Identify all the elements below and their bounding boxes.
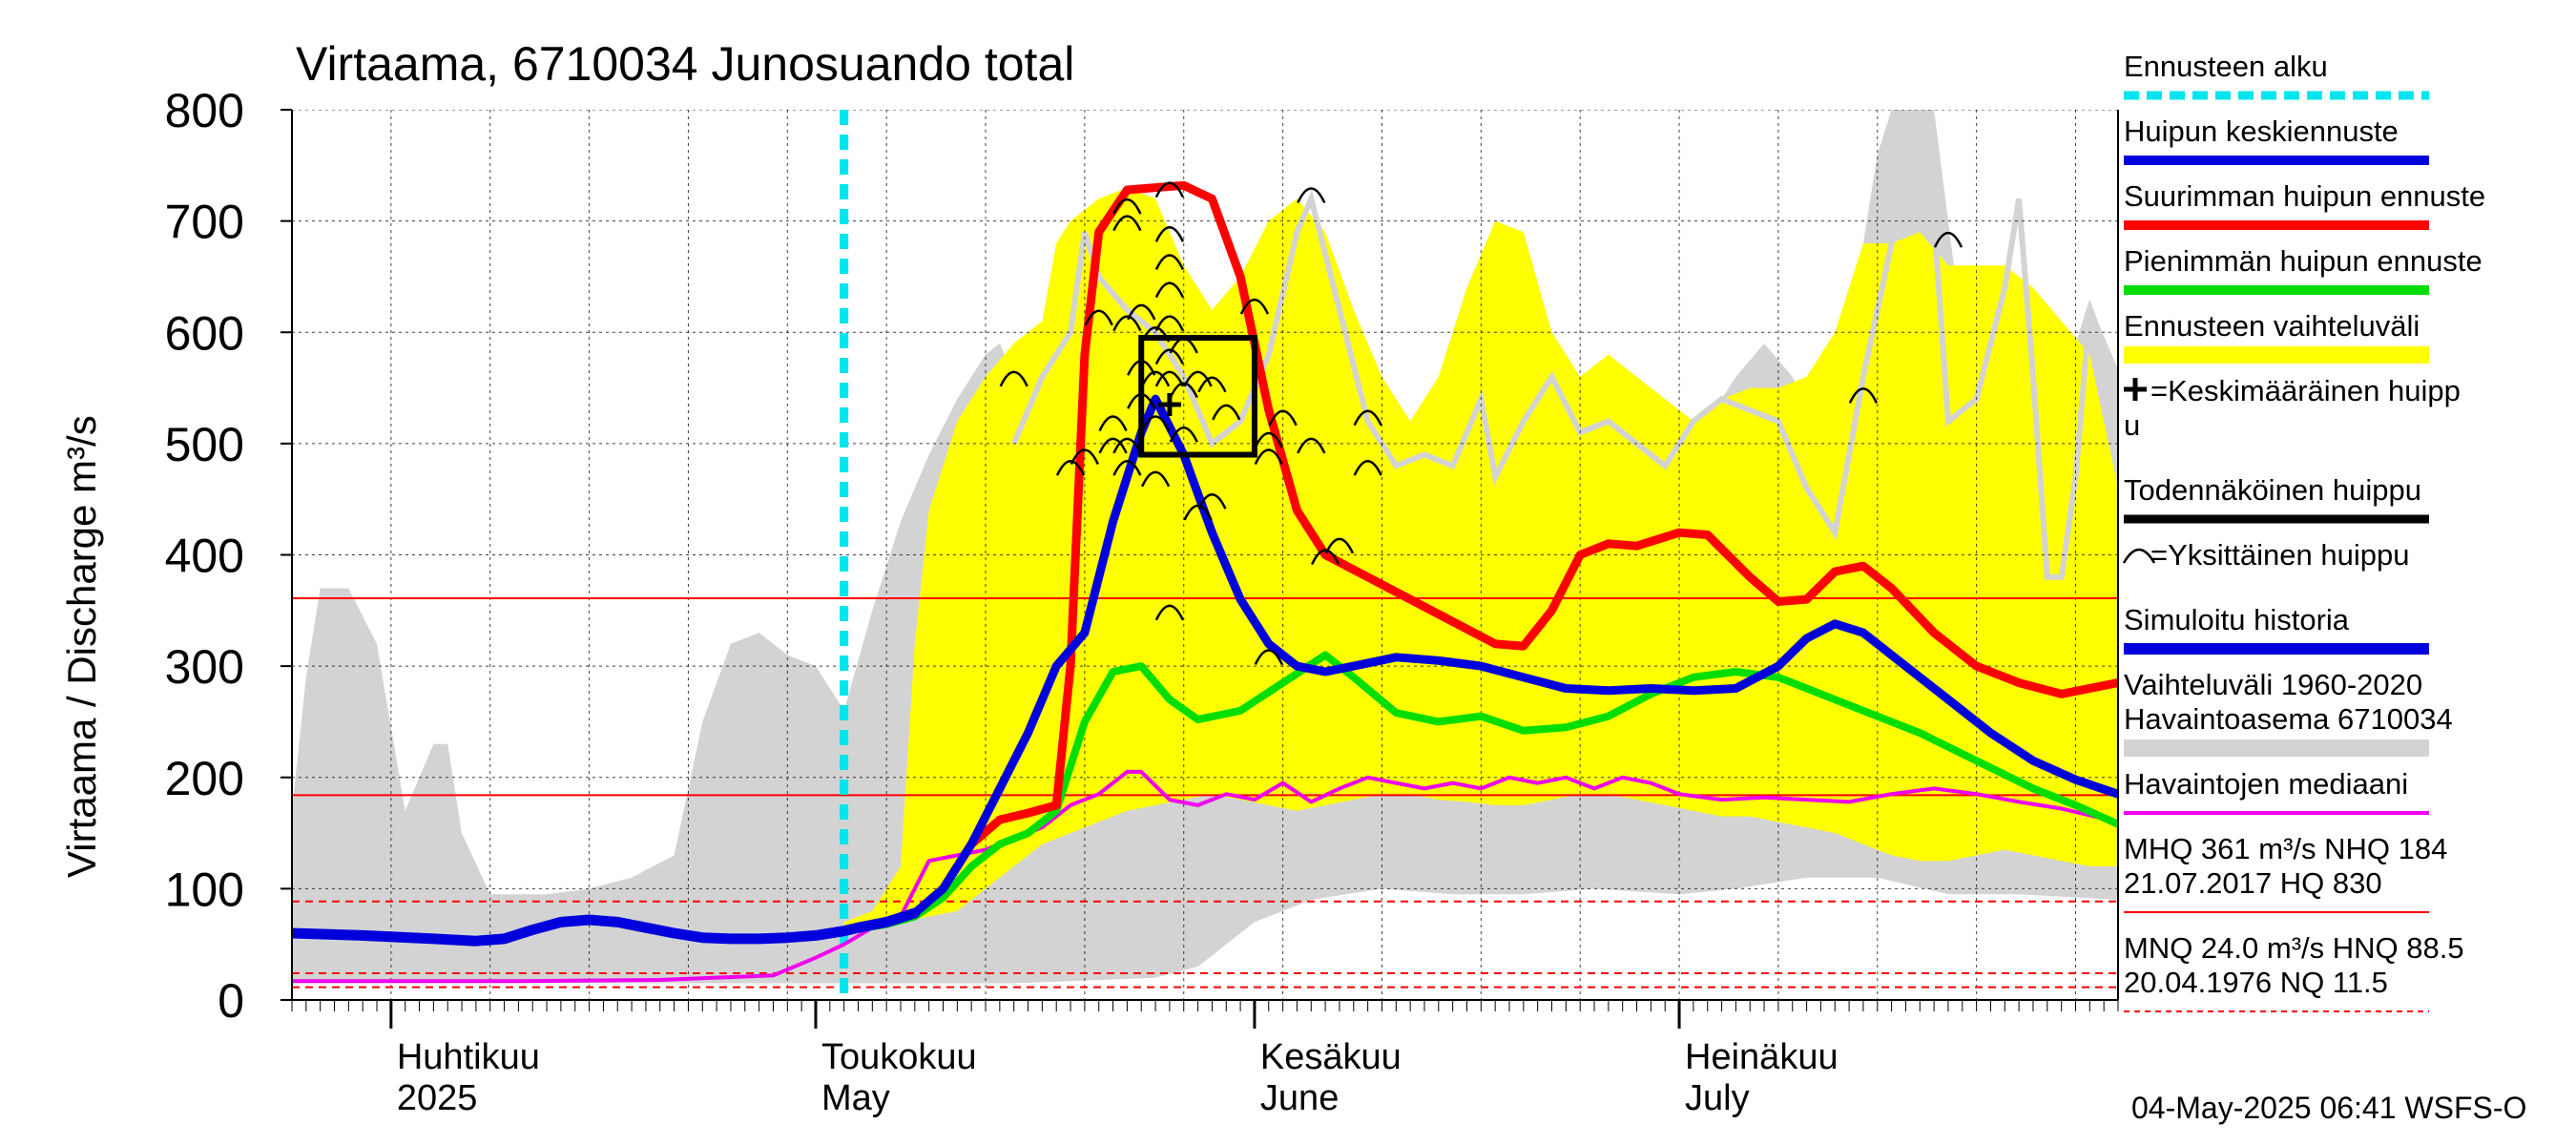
legend-item-mean-label: Huipun keskiennuste [2124,114,2399,148]
y-tick-label: 400 [165,530,244,583]
individual-peak-marker [1848,387,1879,404]
individual-peak-marker [1297,437,1326,454]
legend-item-mnq-label: 20.04.1976 NQ 11.5 [2124,966,2388,999]
individual-peak-marker [1169,427,1198,443]
individual-peak-marker [1140,470,1171,488]
individual-peak-marker [1353,409,1382,427]
individual-peak-marker [1112,459,1142,476]
historic-max-line [1010,120,2118,580]
mean-peak-marker [1157,393,1181,417]
series-line-mean [910,394,2118,918]
legend-item-range-label: Ennusteen vaihteluväli [2124,309,2420,343]
series-line-min [840,651,2118,935]
series-line-sim [292,907,921,947]
y-tick-label: 600 [165,306,244,360]
individual-peak-marker [1154,181,1185,198]
legend-item-min-label: Pienimmän huipun ennuste [2124,244,2483,278]
individual-peak-marker [1268,409,1298,427]
individual-peak-marker [1353,459,1382,476]
y-tick-label: 200 [165,752,244,805]
legend-item-mean_peak-label: =Keskimääräinen huipp [2150,374,2461,407]
individual-peak-marker [1154,226,1185,242]
individual-peak-marker [1154,604,1185,621]
y-tick-label: 500 [165,418,244,471]
legend-item-single_peak-label: =Yksittäinen huippu [2150,538,2409,572]
individual-peak-marker [1154,254,1185,270]
x-month-label: Heinäkuu [1685,1037,1839,1077]
probable-peak-box [1138,335,1257,458]
individual-peak-marker [1212,404,1241,421]
legend-item-sim-label: Simuloitu historia [2124,603,2350,636]
individual-peak-marker [1112,215,1142,232]
individual-peak-marker [1084,309,1113,326]
x-month-sublabel: July [1685,1078,1750,1118]
chart-title: Virtaama, 6710034 Junosuando total [296,37,1074,91]
legend-item-historic-label: Vaihteluväli 1960-2020 [2124,668,2422,701]
legend-item-median-label: Havaintojen mediaani [2124,767,2408,801]
y-tick-label: 800 [165,84,244,137]
series-line-max [910,180,2118,918]
individual-peak-marker [999,370,1028,387]
x-month-label: Huhtikuu [397,1037,540,1077]
individual-peak-marker [1933,231,1963,248]
legend-item-forecast_start-label: Ennusteen alku [2124,50,2328,83]
y-axis-label: Virtaama / Discharge m³/s [59,415,104,878]
y-tick-label: 700 [165,196,244,249]
individual-peak-marker [1254,448,1283,466]
individual-peak-marker [1154,348,1185,365]
individual-peak-marker [1254,649,1283,665]
individual-peak-marker [1140,415,1171,432]
x-month-sublabel: 2025 [397,1078,478,1118]
timestamp-label: 04-May-2025 06:41 WSFS-O [2131,1091,2526,1125]
x-month-label: Kesäkuu [1260,1037,1402,1077]
individual-peak-marker [1140,370,1171,387]
individual-peak-marker [1098,437,1128,454]
individual-peak-marker [1154,315,1185,332]
individual-peak-marker [1297,187,1326,203]
individual-peak-marker [1239,298,1270,315]
y-tick-label: 300 [165,640,244,694]
individual-peak-marker [1055,459,1086,476]
legend-item-max-label: Suurimman huipun ennuste [2124,179,2485,213]
individual-peak-marker [1070,448,1100,466]
individual-peak-marker [1183,504,1213,521]
individual-peak-marker [1112,437,1142,454]
individual-peak-marker [1310,549,1340,566]
individual-peak-marker [1324,537,1355,554]
individual-peak-marker [1112,198,1142,215]
y-tick-label: 0 [218,974,244,1028]
legend-item-mnq-label: MNQ 24.0 m³/s HNQ 88.5 [2124,931,2464,965]
y-tick-label: 100 [165,863,244,916]
individual-peak-marker [1183,370,1213,387]
plot-area [292,110,2118,1000]
forecast-range-band [843,187,2118,933]
legend: Ennusteen alku Huipun keskiennuste Suurimm… [2122,50,2485,1012]
legend-symbol-mean-peak [2124,378,2147,401]
legend-item-mean_peak-label: u [2124,408,2140,442]
individual-peak-marker [1112,315,1142,332]
individual-peak-marker [1127,303,1156,321]
x-month-sublabel: May [821,1078,890,1118]
individual-peak-marker [1098,415,1128,432]
individual-peak-marker [1197,492,1227,510]
individual-peak-marker [1169,382,1198,399]
legend-item-probable_peak-label: Todennäköinen huippu [2124,473,2421,507]
x-month-label: Toukokuu [821,1037,977,1077]
individual-peak-marker [1154,281,1185,299]
series-line-median [292,769,2118,984]
legend-item-historic-label: Havaintoasema 6710034 [2124,702,2453,736]
x-month-sublabel: June [1260,1078,1339,1118]
individual-peak-marker [1154,370,1185,387]
individual-peak-marker [1254,431,1283,448]
legend-symbol-single-peak [2122,548,2156,564]
legend-item-mhq-label: 21.07.2017 HQ 830 [2124,866,2382,900]
legend-item-mhq-label: MHQ 361 m³/s NHQ 184 [2124,832,2447,865]
individual-peak-marker [1197,376,1227,393]
